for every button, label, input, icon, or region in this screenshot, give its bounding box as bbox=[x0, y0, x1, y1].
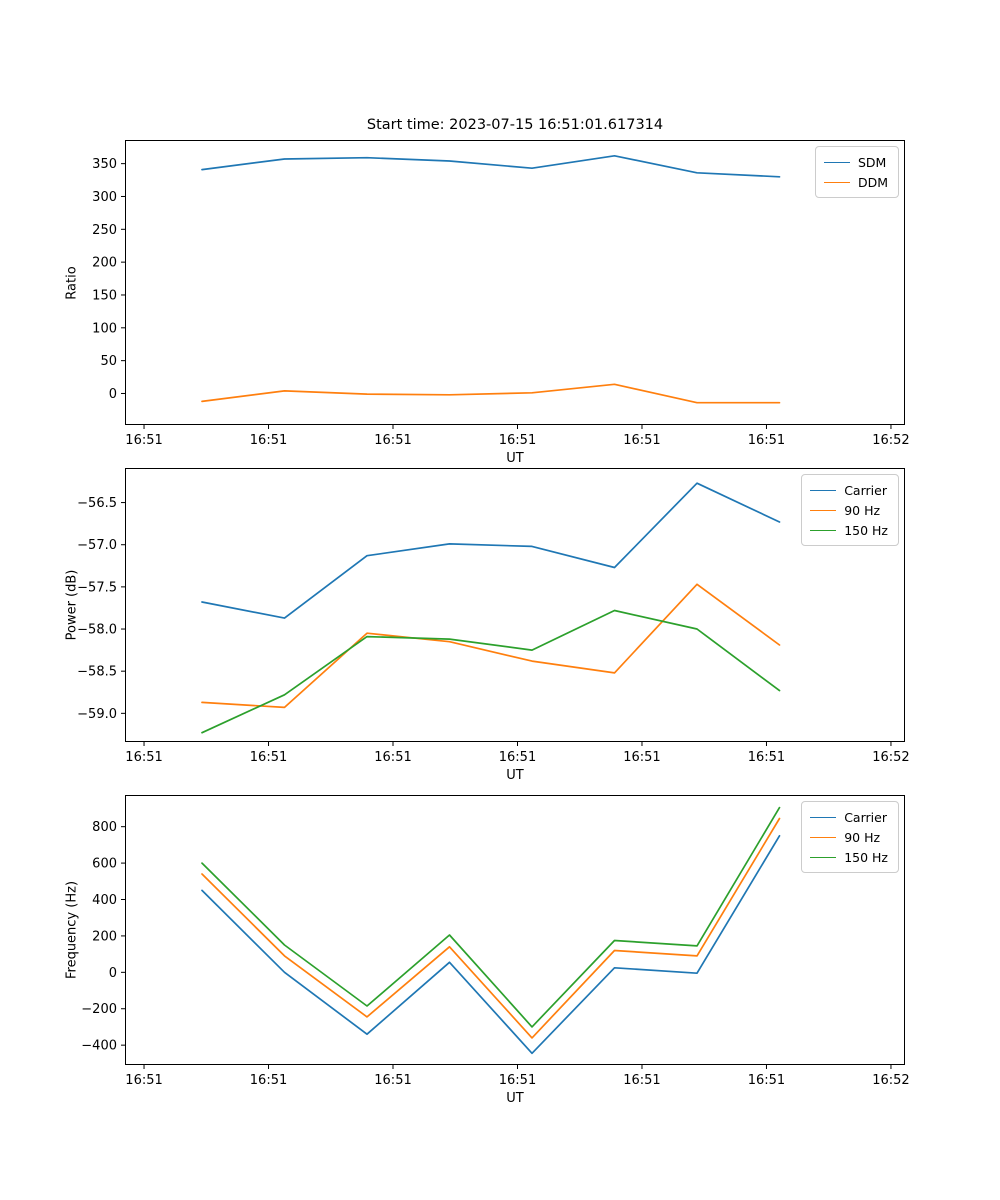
y-tick-label: −57.0 bbox=[77, 538, 117, 553]
axes-spines bbox=[125, 468, 905, 742]
x-tick-label: 16:52 bbox=[872, 433, 909, 448]
y-tick-label: −58.5 bbox=[77, 665, 117, 680]
x-axis-label: UT bbox=[506, 1091, 524, 1106]
y-axis-label: Ratio bbox=[64, 265, 80, 300]
legend: SDM DDM bbox=[814, 146, 899, 198]
x-tick-label: 16:51 bbox=[374, 1073, 411, 1088]
legend-line-swatch bbox=[810, 489, 837, 491]
series-line-ddm bbox=[201, 383, 781, 404]
y-tick-label: 50 bbox=[100, 354, 117, 369]
legend-line-swatch bbox=[810, 856, 837, 858]
y-tick-label: 0 bbox=[109, 966, 117, 981]
y-tick-label: 100 bbox=[92, 321, 117, 336]
plot-canvas: −400 −200 0 200 400 600 800 16:51 16:51 16:51 16:5… bbox=[81, 795, 910, 1088]
y-tick-label: 350 bbox=[92, 157, 117, 172]
legend-line-swatch bbox=[823, 181, 850, 183]
legend: Carrier 90 Hz 150 Hz bbox=[801, 801, 899, 873]
subplot-frequency: Frequency (Hz) UT −400 −200 0 200 400 600 800 1… bbox=[65, 795, 910, 1106]
plot-canvas: −56.5 −57.0 −57.5 −58.0 −58.5 −59.0 16:51 16:51… bbox=[77, 468, 910, 765]
legend-item: 90 Hz bbox=[810, 827, 888, 847]
y-tick-label: 800 bbox=[92, 820, 117, 835]
legend-label: Carrier bbox=[844, 482, 887, 498]
x-axis-label: UT bbox=[506, 768, 524, 783]
series-line-carrier bbox=[201, 482, 781, 619]
legend-line-swatch bbox=[823, 161, 850, 163]
x-tick-label: 16:52 bbox=[872, 1073, 909, 1088]
x-tick-label: 16:51 bbox=[499, 1073, 536, 1088]
series-line-90-hz bbox=[201, 583, 781, 709]
x-tick-label: 16:51 bbox=[250, 750, 287, 765]
legend-label: 150 Hz bbox=[844, 522, 888, 538]
x-tick-label: 16:51 bbox=[623, 1073, 660, 1088]
y-tick-label: 150 bbox=[92, 288, 117, 303]
x-tick-label: 16:51 bbox=[250, 433, 287, 448]
x-tick-label: 16:51 bbox=[374, 750, 411, 765]
y-tick-label: −58.0 bbox=[77, 623, 117, 638]
y-tick-label: −400 bbox=[81, 1039, 117, 1054]
y-axis-label: Frequency (Hz) bbox=[64, 880, 80, 980]
legend-item: 150 Hz bbox=[810, 520, 888, 540]
legend-item: Carrier bbox=[810, 807, 888, 827]
legend-label: 150 Hz bbox=[844, 849, 888, 865]
legend-line-swatch bbox=[810, 816, 837, 818]
x-tick-label: 16:51 bbox=[125, 433, 162, 448]
y-tick-label: 200 bbox=[92, 929, 117, 944]
legend-line-swatch bbox=[810, 509, 837, 511]
y-tick-label: 400 bbox=[92, 893, 117, 908]
legend-line-swatch bbox=[810, 836, 837, 838]
legend-label: DDM bbox=[857, 174, 888, 190]
x-tick-label: 16:51 bbox=[125, 750, 162, 765]
x-tick-label: 16:51 bbox=[250, 1073, 287, 1088]
legend-line-swatch bbox=[810, 529, 837, 531]
subplot-ratio: Ratio UT 0 50 100 150 200 250 300 350 16:51 16:51… bbox=[65, 140, 910, 466]
x-axis-label: UT bbox=[506, 451, 524, 466]
legend: Carrier 90 Hz 150 Hz bbox=[801, 474, 899, 546]
legend-label: SDM bbox=[857, 154, 887, 170]
y-tick-label: 200 bbox=[92, 256, 117, 271]
x-tick-label: 16:51 bbox=[748, 1073, 785, 1088]
x-tick-label: 16:51 bbox=[374, 433, 411, 448]
x-tick-label: 16:51 bbox=[623, 433, 660, 448]
legend-label: 90 Hz bbox=[844, 829, 881, 845]
x-tick-label: 16:51 bbox=[748, 433, 785, 448]
legend-item: Carrier bbox=[810, 480, 888, 500]
axes-spines bbox=[125, 795, 905, 1065]
y-tick-label: −56.5 bbox=[77, 496, 117, 511]
legend-item: DDM bbox=[823, 172, 888, 192]
legend-item: 150 Hz bbox=[810, 847, 888, 867]
series-line-carrier bbox=[201, 834, 781, 1055]
x-tick-label: 16:52 bbox=[872, 750, 909, 765]
x-tick-label: 16:51 bbox=[499, 433, 536, 448]
series-line-150-hz bbox=[201, 609, 781, 734]
y-tick-label: −200 bbox=[81, 1002, 117, 1017]
x-tick-label: 16:51 bbox=[499, 750, 536, 765]
x-tick-label: 16:51 bbox=[125, 1073, 162, 1088]
y-tick-label: −57.5 bbox=[77, 580, 117, 595]
y-tick-label: −59.0 bbox=[77, 707, 117, 722]
legend-label: Carrier bbox=[844, 809, 887, 825]
y-tick-label: 0 bbox=[109, 387, 117, 402]
subplot-power: Power (dB) UT −56.5 −57.0 −57.5 −58.0 −58.5−… bbox=[65, 468, 910, 783]
legend-item: 90 Hz bbox=[810, 500, 888, 520]
y-tick-label: 300 bbox=[92, 190, 117, 205]
axes-spines bbox=[125, 140, 905, 425]
y-tick-label: 250 bbox=[92, 223, 117, 238]
series-line-90-hz bbox=[201, 817, 781, 1039]
plot-canvas: 0 50 100 150 200 250 300 350 16:51 16:51 16:51 16:5… bbox=[92, 140, 910, 448]
series-line-sdm bbox=[201, 154, 781, 178]
figure-title: Start time: 2023-07-15 16:51:01.617314 bbox=[366, 117, 664, 133]
y-tick-label: 600 bbox=[92, 857, 117, 872]
legend-label: 90 Hz bbox=[844, 502, 881, 518]
x-tick-label: 16:51 bbox=[623, 750, 660, 765]
series-line-150-hz bbox=[201, 806, 781, 1028]
legend-item: SDM bbox=[823, 152, 888, 172]
x-tick-label: 16:51 bbox=[748, 750, 785, 765]
